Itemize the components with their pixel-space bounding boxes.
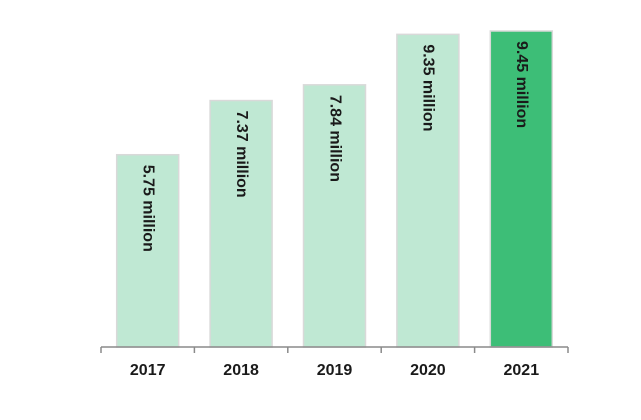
x-tick-label-2019: 2019 — [317, 362, 353, 379]
data-label-2020: 9.35 million — [420, 44, 437, 131]
bar-2019 — [302, 84, 367, 348]
x-tick-label-2018: 2018 — [223, 362, 259, 379]
data-label-2017: 5.75 million — [139, 165, 156, 252]
bars-group — [115, 30, 554, 348]
data-label-2018: 7.37 million — [233, 111, 250, 198]
bar-2018 — [209, 99, 273, 348]
x-tick-label-2017: 2017 — [130, 362, 166, 379]
data-labels-group: 5.75 million 7.37 million 7.84 million 9.35… — [139, 41, 530, 252]
x-tick-label-2020: 2020 — [410, 362, 446, 379]
bar-2020 — [396, 33, 460, 348]
data-label-2019: 7.84 million — [326, 95, 343, 182]
bar-2017 — [115, 153, 180, 348]
x-ticks-group: 2017 2018 2019 2020 2021 — [100, 347, 569, 379]
data-label-2021: 9.45 million — [513, 41, 530, 128]
x-tick-label-2021: 2021 — [504, 362, 540, 379]
